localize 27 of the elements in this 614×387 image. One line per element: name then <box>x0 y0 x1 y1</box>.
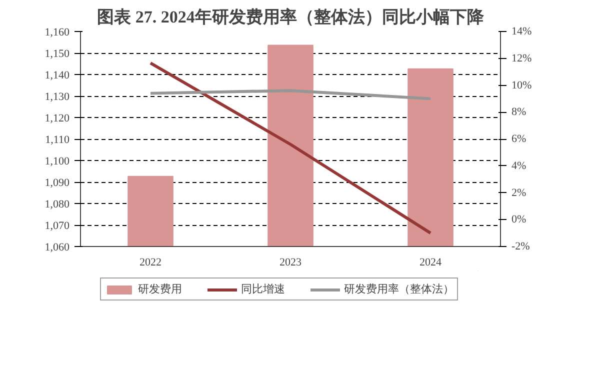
y-tick-label: 1,060 <box>44 242 70 254</box>
x-tick-label: 2023 <box>280 256 302 268</box>
y2-tick-label: 2% <box>512 186 526 199</box>
y2-tick-label: 8% <box>512 106 526 118</box>
y-tick-label: 1,100 <box>44 156 70 168</box>
y2-tick-label: 10% <box>512 79 532 92</box>
y-tick-label: 1,070 <box>44 220 70 232</box>
x-tick-label: 2024 <box>420 256 442 268</box>
y-tick-label: 1,090 <box>44 177 70 189</box>
y-tick-label: 1,140 <box>44 70 70 82</box>
y-tick-label: 1,080 <box>44 198 70 210</box>
legend-label: 同比增速 <box>241 282 285 296</box>
y-tick-label: 1,130 <box>44 91 70 103</box>
y2-tick-label: 14% <box>512 26 532 38</box>
x-tick-label: 2022 <box>140 256 162 268</box>
y2-tick-label: -2% <box>512 240 530 252</box>
y2-tick-label: 6% <box>512 133 526 145</box>
y-tick-label: 1,110 <box>45 134 70 146</box>
legend-label: 研发费用率（整体法） <box>344 282 454 296</box>
y2-tick-label: 0% <box>512 214 526 226</box>
chart-title: 图表 27. 2024年研发费用率（整体法）同比小幅下降 <box>97 8 485 26</box>
y-tick-label: 1,150 <box>44 48 70 60</box>
y2-tick-label: 12% <box>512 52 532 64</box>
y2-tick-label: 4% <box>512 160 526 172</box>
y-tick-label: 1,160 <box>44 26 70 38</box>
y-tick-label: 1,120 <box>44 112 70 124</box>
legend-label: 研发费用 <box>138 282 182 296</box>
